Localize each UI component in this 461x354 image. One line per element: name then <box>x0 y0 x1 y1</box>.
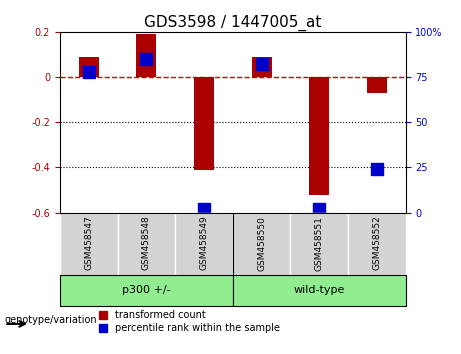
FancyBboxPatch shape <box>60 275 233 306</box>
Text: GSM458547: GSM458547 <box>84 216 93 270</box>
Bar <box>194 77 214 170</box>
FancyBboxPatch shape <box>348 213 406 275</box>
Text: p300 +/-: p300 +/- <box>122 285 171 295</box>
FancyBboxPatch shape <box>118 213 175 275</box>
Bar <box>367 77 387 93</box>
FancyBboxPatch shape <box>290 213 348 275</box>
Text: GSM458552: GSM458552 <box>372 216 381 270</box>
Legend: transformed count, percentile rank within the sample: transformed count, percentile rank withi… <box>100 310 280 333</box>
Bar <box>136 34 156 77</box>
Text: wild-type: wild-type <box>294 285 345 295</box>
Text: GSM458550: GSM458550 <box>257 216 266 270</box>
FancyBboxPatch shape <box>175 213 233 275</box>
FancyBboxPatch shape <box>60 213 118 275</box>
FancyBboxPatch shape <box>233 275 406 306</box>
Text: GSM458549: GSM458549 <box>200 216 208 270</box>
Bar <box>309 77 329 195</box>
Text: genotype/variation: genotype/variation <box>5 315 97 325</box>
Bar <box>252 57 272 77</box>
Title: GDS3598 / 1447005_at: GDS3598 / 1447005_at <box>144 14 321 30</box>
FancyBboxPatch shape <box>233 213 290 275</box>
Bar <box>79 57 99 77</box>
Text: GSM458548: GSM458548 <box>142 216 151 270</box>
Text: GSM458551: GSM458551 <box>315 216 324 270</box>
